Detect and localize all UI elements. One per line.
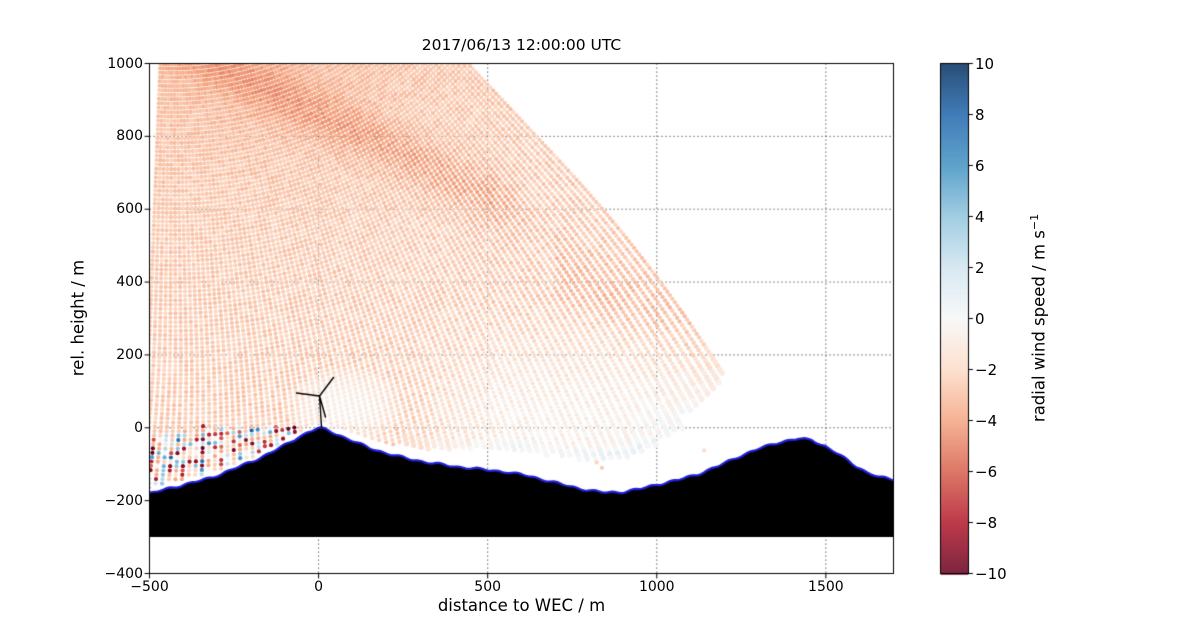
colorbar-tick-label: −10 — [975, 564, 1007, 583]
y-axis-label: rel. height / m — [68, 259, 88, 377]
x-axis-label: distance to WEC / m — [437, 596, 606, 615]
colorbar-tick-label: −4 — [975, 411, 998, 430]
y-tick-label: −400 — [104, 565, 143, 582]
y-tick-label: 400 — [116, 274, 143, 291]
colorbar-tick-label: −8 — [975, 513, 998, 532]
x-tick-label: 1500 — [808, 579, 844, 595]
y-tick-label: 600 — [116, 201, 143, 218]
colorbar-tick-label: 4 — [975, 207, 985, 226]
chart-title: 2017/06/13 12:00:00 UTC — [421, 36, 622, 54]
colorbar-label-superscript: −1 — [1027, 213, 1041, 231]
x-tick-label: −500 — [130, 579, 169, 595]
y-tick-label: 800 — [116, 128, 143, 145]
colorbar-tick-label: −6 — [975, 462, 998, 481]
y-tick-label: 0 — [134, 419, 143, 436]
colorbar-tick-label: 0 — [975, 309, 985, 328]
x-tick-label: 1000 — [638, 579, 675, 595]
y-tick-label: −200 — [104, 492, 143, 509]
colorbar-tick-label: 6 — [975, 156, 985, 175]
y-tick-label: 200 — [116, 346, 143, 363]
x-tick-label: 500 — [474, 579, 502, 595]
colorbar-tick-label: 10 — [975, 54, 995, 73]
colorbar-tick-label: −2 — [975, 360, 998, 379]
colorbar-tick-label: 8 — [975, 105, 985, 124]
x-tick-label: 0 — [314, 579, 324, 595]
colorbar-label-text: radial wind speed / m s — [1029, 230, 1049, 423]
colorbar-label: radial wind speed / m s−1 — [1028, 214, 1049, 422]
colorbar-tick-label: 2 — [975, 258, 985, 277]
y-tick-label: 1000 — [107, 55, 143, 72]
